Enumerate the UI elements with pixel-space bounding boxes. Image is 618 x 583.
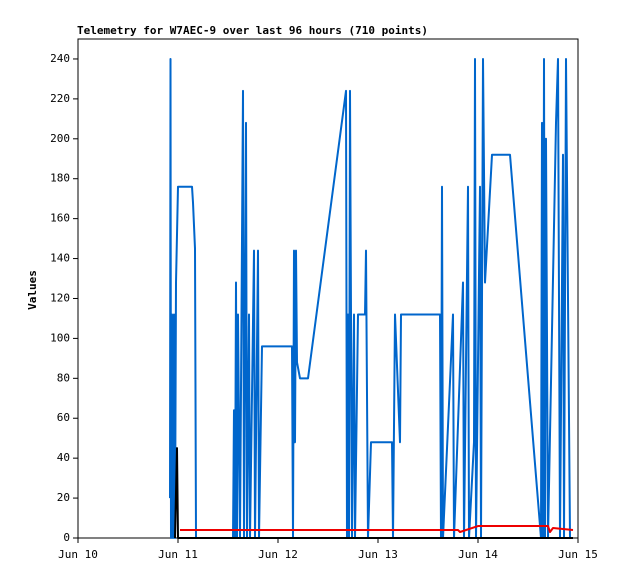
y-tick-label: 120 (50, 291, 70, 304)
y-tick-label: 220 (50, 92, 70, 105)
x-tick-label: Jun 13 (358, 548, 398, 561)
y-axis-label: Values (26, 270, 39, 310)
y-tick-label: 40 (57, 451, 70, 464)
y-tick-label: 20 (57, 491, 70, 504)
y-tick-label: 60 (57, 411, 70, 424)
series-line (180, 525, 574, 534)
y-tick-label: 100 (50, 331, 70, 344)
y-tick-label: 160 (50, 212, 70, 225)
series-line (169, 57, 571, 539)
y-tick-label: 80 (57, 371, 70, 384)
y-tick-label: 180 (50, 172, 70, 185)
y-tick-label: 240 (50, 52, 70, 65)
x-tick-label: Jun 10 (58, 548, 98, 561)
y-tick-label: 140 (50, 252, 70, 265)
x-tick-label: Jun 14 (458, 548, 498, 561)
y-tick-label: 200 (50, 132, 70, 145)
series-line (174, 447, 573, 539)
chart-title: Telemetry for W7AEC-9 over last 96 hours… (77, 24, 428, 37)
x-tick-label: Jun 11 (158, 548, 198, 561)
x-tick-label: Jun 15 (558, 548, 598, 561)
x-tick-label: Jun 12 (258, 548, 298, 561)
y-tick-label: 0 (63, 531, 70, 544)
